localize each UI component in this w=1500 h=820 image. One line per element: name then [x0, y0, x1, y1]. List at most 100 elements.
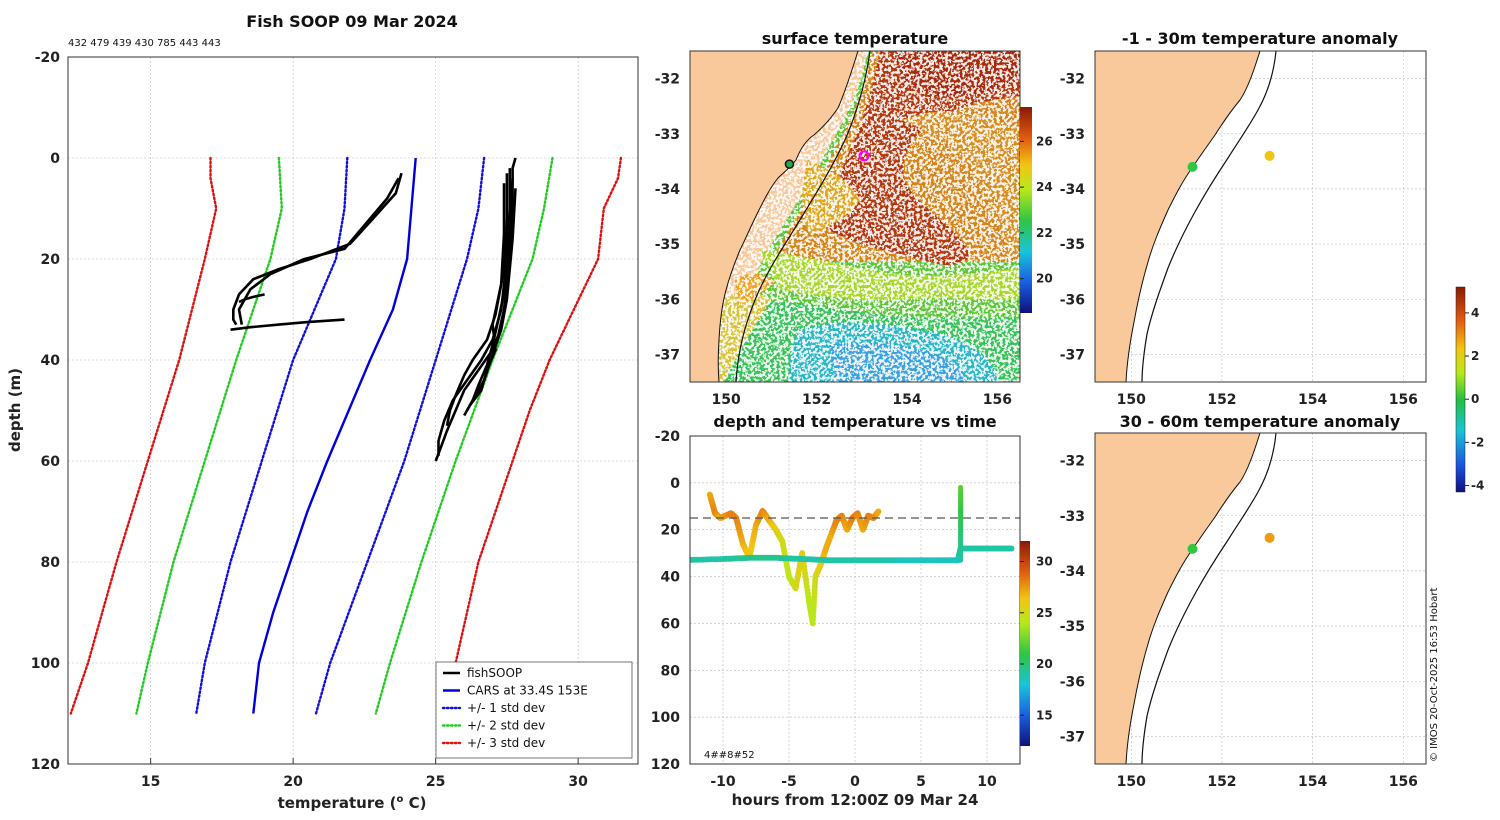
map-lon-tick-label: 150: [1117, 774, 1146, 790]
profile-series-fishsoop: [434, 157, 517, 462]
anom-cb-tick-label: 4: [1471, 306, 1479, 320]
ts-point: [875, 508, 882, 515]
sst-mooring-marker: [784, 159, 795, 169]
sst-cb-tick-label: 20: [1036, 272, 1053, 286]
ts-colorbar: [1020, 541, 1030, 746]
legend-label: fishSOOP: [467, 666, 522, 680]
profile-y-label: depth (m): [6, 368, 24, 452]
ts-y-tick-label: 60: [661, 616, 681, 632]
map-lon-tick-label: 152: [1207, 774, 1236, 790]
map-lat-tick-label: -34: [1060, 564, 1086, 580]
anom-cb-tick-label: -4: [1471, 479, 1484, 493]
sst-cb-tick-label: 22: [1036, 226, 1053, 240]
ts-x-tick-label: 0: [850, 774, 860, 790]
credit-text: © IMOS 20-Oct-2025 16:53 Hobart: [1429, 587, 1440, 762]
map-lat-tick-label: -34: [655, 182, 681, 198]
legend-label: +/- 1 std dev: [467, 701, 545, 715]
ts-point: [683, 557, 689, 563]
sst-land: [690, 51, 859, 382]
anom-cb-tick-label: 0: [1471, 392, 1479, 406]
sst-title: surface temperature: [762, 29, 949, 48]
anom1-isobath: [1141, 51, 1277, 382]
anom1-land: [1095, 51, 1261, 382]
ts-y-tick-label: 120: [651, 757, 680, 773]
timeseries-chart: -10 -5 0 5 10 -20 0 20 40 60 80 100 120 4##8#52 15 20…: [651, 429, 1053, 790]
map-lat-tick-label: -36: [655, 292, 680, 308]
profile-y-tick-label: 80: [41, 555, 61, 571]
profile-series--1-std-dev: [195, 156, 349, 715]
sst-cb-tick-label: 24: [1036, 180, 1053, 194]
ts-y-tick-label: 80: [661, 663, 681, 679]
profile-x-tick-label: 20: [283, 774, 303, 790]
sst-cb-tick-label: 26: [1036, 134, 1053, 148]
timeseries-x-label: hours from 12:00Z 09 Mar 24: [732, 791, 979, 809]
profile-series-fishsoop: [465, 188, 517, 412]
map-lon-tick-label: 156: [1389, 774, 1418, 790]
anom-cb-tick-label: 2: [1471, 349, 1479, 363]
map-lon-tick-label: 156: [983, 392, 1012, 408]
ts-y-tick-label: 20: [661, 523, 681, 539]
profile-series--1-std-dev: [314, 156, 486, 715]
anom2-anomaly-point: [1187, 543, 1198, 554]
ts-point: [680, 557, 686, 563]
sst-isobath: [735, 51, 871, 382]
sst-profile-marker: [858, 150, 870, 162]
map-lon-tick-label: 152: [1207, 392, 1236, 408]
ts-x-tick-label: 5: [916, 774, 926, 790]
profile-series-fishsoop: [237, 177, 400, 325]
map-lat-tick-label: -32: [1060, 454, 1085, 470]
map-lat-tick-label: -35: [1060, 237, 1085, 253]
anomaly-colorbar: [1455, 286, 1466, 493]
ts-x-tick-label: 10: [977, 774, 997, 790]
profile-x-label: temperature (o C): [278, 794, 427, 812]
profile-series-cars-at-33-4s-153e: [252, 157, 417, 714]
anom2-land: [1095, 433, 1261, 764]
map-lon-tick-label: 156: [1389, 392, 1418, 408]
ts-x-tick-label: -10: [710, 774, 736, 790]
sst-map: 150 152 154 156 -32 -33 -34 -35 -36 -37 20 22 24 26: [655, 50, 1053, 408]
anom2-isobath: [1141, 433, 1277, 764]
profile-legend: fishSOOP CARS at 33.4S 153E +/- 1 std dev +…: [435, 661, 633, 759]
map-lon-tick-label: 152: [802, 392, 831, 408]
ts-bottom-labels: 4##8#52: [704, 750, 755, 761]
profile-series--3-std-dev: [440, 156, 623, 715]
anom2-anomaly-point: [1264, 532, 1275, 543]
map-lat-tick-label: -32: [1060, 72, 1085, 88]
legend-label: +/- 3 std dev: [467, 736, 545, 750]
legend-label: +/- 2 std dev: [467, 719, 545, 733]
map-lon-tick-label: 154: [892, 392, 921, 408]
map-lon-tick-label: 150: [712, 392, 741, 408]
profile-y-tick-label: 60: [41, 454, 61, 470]
ts-y-tick-label: 0: [670, 476, 680, 492]
ts-cb-tick-label: 30: [1036, 555, 1053, 569]
timeseries-title: depth and temperature vs time: [713, 412, 996, 431]
profile-series-fishsoop: [238, 293, 265, 304]
profile-x-tick-label: 25: [426, 774, 445, 790]
ts-y-tick-label: 100: [651, 710, 680, 726]
anomaly-30-60m-map: 150 152 154 156 -32 -33 -34 -35 -36 -37: [1060, 432, 1427, 790]
anomaly-1-30m-map: 150 152 154 156 -32 -33 -34 -35 -36 -37: [1060, 50, 1427, 408]
profile-x-tick-label: 15: [141, 774, 160, 790]
map-lat-tick-label: -36: [1060, 292, 1085, 308]
ts-y-tick-label: 40: [661, 570, 681, 586]
legend-label: CARS at 33.4S 153E: [467, 684, 588, 698]
profile-chart: 15 20 25 30 -20 0 20 40 60 80 100 120 fishSOOP CARS …: [31, 50, 639, 790]
ts-point: [958, 557, 964, 563]
map-lat-tick-label: -37: [1060, 347, 1085, 363]
profile-series--2-std-dev: [135, 156, 283, 715]
profile-series-fishsoop: [230, 318, 345, 331]
profile-series-fishsoop: [468, 183, 506, 407]
map-lat-tick-label: -35: [655, 237, 680, 253]
profile-x-tick-label: 30: [568, 774, 588, 790]
map-lat-tick-label: -33: [1060, 127, 1085, 143]
anom2-title: 30 - 60m temperature anomaly: [1120, 412, 1401, 431]
ts-point: [1008, 545, 1015, 552]
profile-y-tick-label: -20: [35, 50, 61, 66]
profile-y-tick-label: 20: [41, 252, 61, 268]
profile-y-tick-label: 120: [31, 757, 60, 773]
figure-title: Fish SOOP 09 Mar 2024: [246, 12, 457, 31]
ts-cb-tick-label: 25: [1036, 606, 1053, 620]
map-lon-tick-label: 150: [1117, 392, 1146, 408]
map-lon-tick-label: 154: [1298, 774, 1327, 790]
profile-y-tick-label: 40: [41, 353, 61, 369]
